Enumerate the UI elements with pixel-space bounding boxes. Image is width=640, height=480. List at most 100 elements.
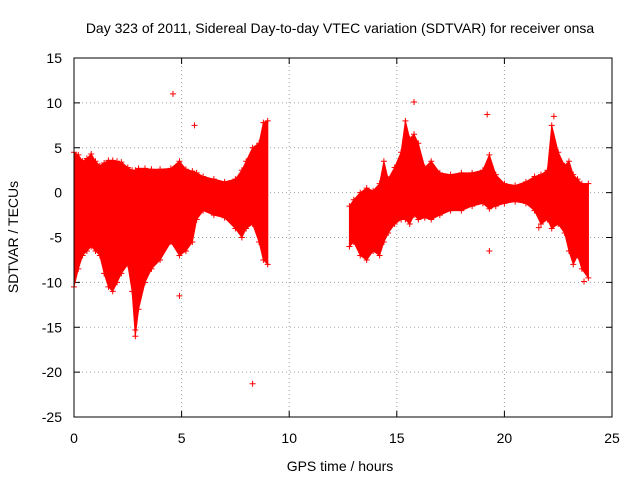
y-tick-label: -5	[50, 230, 63, 246]
data-point-min	[555, 221, 562, 228]
data-point-min	[411, 212, 418, 219]
data-point-min	[92, 247, 99, 254]
data-point-min	[79, 252, 86, 259]
data-point-max	[109, 157, 116, 164]
data-point-max	[570, 171, 577, 178]
data-band-segment	[107, 159, 114, 293]
data-band-segment	[564, 159, 570, 252]
data-point-min	[531, 207, 538, 214]
data-point-max	[391, 164, 398, 171]
data-band-segment	[138, 167, 146, 310]
data-point-min	[522, 200, 529, 207]
data-point-min	[447, 207, 454, 214]
data-point-min	[193, 216, 200, 223]
data-point-max	[531, 173, 538, 180]
data-series	[71, 90, 592, 387]
outlier-point	[169, 90, 176, 97]
data-point-max	[370, 187, 377, 194]
data-point-min	[561, 230, 568, 237]
data-band-segment	[159, 167, 172, 262]
data-point-min	[406, 221, 413, 228]
data-point-min	[570, 261, 577, 268]
data-band-segment	[170, 160, 180, 258]
data-point-max	[492, 171, 499, 178]
data-point-max	[264, 117, 271, 124]
data-point-min	[585, 274, 592, 281]
x-axis-label: GPS time / hours	[287, 458, 394, 474]
data-point-min	[512, 198, 519, 205]
data-band-segment	[144, 167, 152, 283]
data-point-max	[363, 185, 370, 192]
data-point-min	[105, 283, 112, 290]
data-point-min	[391, 221, 398, 228]
data-band-segment	[252, 142, 260, 243]
data-point-max	[436, 169, 443, 176]
data-band-segment	[77, 153, 84, 270]
data-point-max	[555, 149, 562, 156]
data-band-segment	[150, 168, 161, 271]
data-band-segment	[581, 183, 589, 280]
outlier-point	[191, 122, 198, 129]
data-point-min	[363, 256, 370, 263]
data-band-segment	[178, 159, 187, 257]
data-point-max	[350, 196, 357, 203]
data-point-max	[79, 158, 86, 165]
data-band-segment	[439, 172, 452, 216]
data-band-segment	[383, 161, 389, 243]
axis-ticks: 0 5 10 15 20 25 15 10 5 0 -5 -10 -15 -20 -25	[42, 50, 620, 446]
data-point-max	[96, 162, 103, 169]
outlier-point	[550, 113, 557, 120]
outlier-point	[535, 224, 542, 231]
data-point-max	[469, 169, 476, 176]
data-point-max	[148, 166, 155, 173]
y-tick-label: 0	[54, 185, 62, 201]
data-point-max	[210, 176, 217, 183]
data-point-max	[486, 151, 493, 158]
data-point-min	[142, 279, 149, 286]
data-point-min	[256, 238, 263, 245]
data-point-min	[346, 243, 353, 250]
data-point-max	[243, 158, 250, 165]
data-point-max	[479, 167, 486, 174]
data-band-segment	[120, 161, 129, 275]
data-band-segment	[116, 160, 122, 283]
data-point-max	[157, 166, 164, 173]
chart-title: Day 323 of 2011, Sidereal Day-to-day VTE…	[86, 20, 595, 36]
data-point-max	[522, 178, 529, 185]
y-tick-label: -15	[42, 319, 62, 335]
data-band-segment	[95, 159, 101, 257]
data-band-segment	[495, 173, 505, 207]
data-point-min	[200, 207, 207, 214]
data-band-segment	[245, 147, 254, 230]
data-point-max	[578, 180, 585, 187]
data-band-segment	[234, 168, 243, 240]
data-band-segment	[82, 157, 88, 257]
data-point-max	[380, 158, 387, 165]
data-point-max	[458, 169, 465, 176]
data-point-min	[101, 270, 108, 277]
data-point-max	[88, 151, 95, 158]
data-point-min	[486, 205, 493, 212]
data-point-min	[182, 247, 189, 254]
data-point-min	[415, 216, 422, 223]
data-band-segment	[534, 174, 542, 225]
x-tick-label: 0	[70, 430, 78, 446]
data-band-segment	[471, 169, 484, 207]
x-tick-label: 25	[604, 430, 620, 446]
data-band-segment	[572, 173, 579, 265]
data-band-segment	[241, 160, 247, 238]
data-band-segment	[359, 187, 368, 261]
data-point-min	[380, 238, 387, 245]
data-point-max	[132, 167, 139, 174]
data-point-min	[492, 203, 499, 210]
data-point-min	[458, 207, 465, 214]
data-point-min	[176, 252, 183, 259]
data-point-max	[574, 176, 581, 183]
data-band-segment	[191, 170, 198, 243]
data-point-min	[428, 216, 435, 223]
data-band-segment	[353, 191, 361, 256]
data-point-min	[249, 221, 256, 228]
outlier-point	[486, 247, 493, 254]
data-point-min	[260, 256, 267, 263]
